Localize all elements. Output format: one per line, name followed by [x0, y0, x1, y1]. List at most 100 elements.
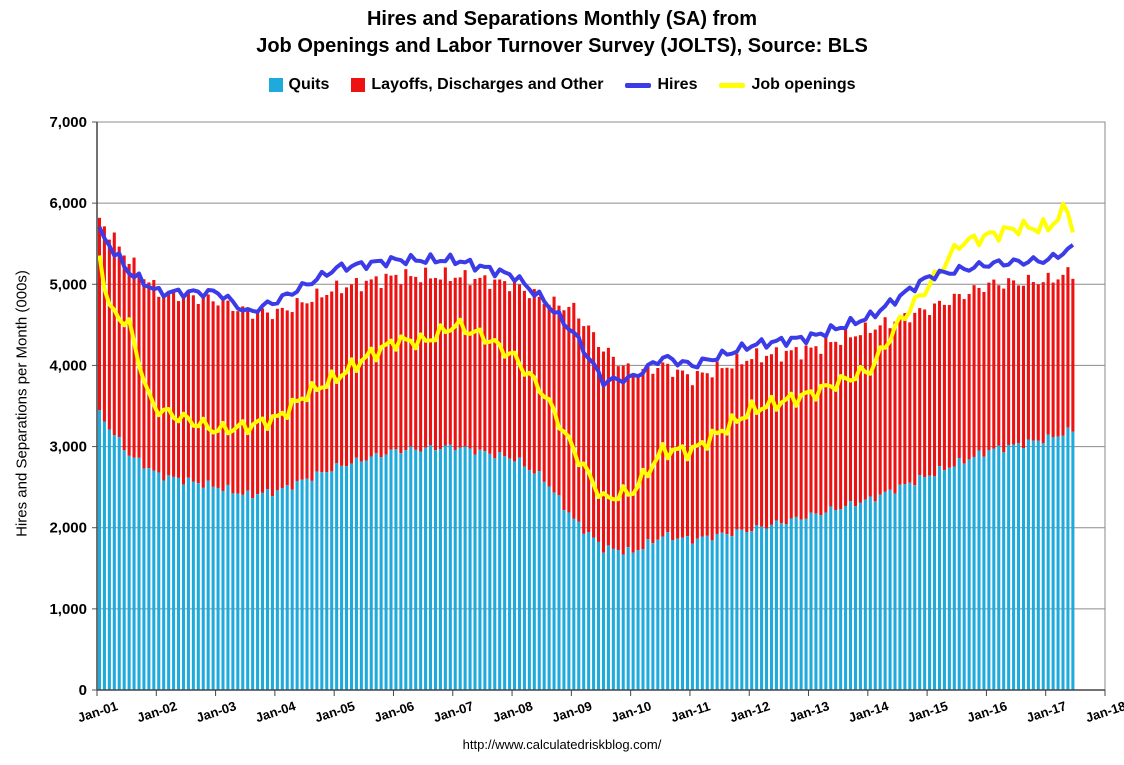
x-tick-label: Jan-15 — [906, 698, 950, 725]
bar-quits — [216, 487, 220, 690]
x-tick-label: Jan-07 — [431, 698, 475, 725]
bar-quits — [809, 512, 813, 690]
bar-quits — [265, 489, 270, 690]
bar-quits — [942, 470, 946, 690]
bar-quits — [987, 450, 991, 690]
bar-layoffs — [1016, 285, 1021, 444]
bar-layoffs — [937, 300, 942, 467]
bar-layoffs — [1002, 288, 1006, 453]
bar-layoffs — [636, 375, 640, 551]
bar-group — [97, 217, 1075, 690]
bar-quits — [448, 444, 452, 690]
legend-label-quits: Quits — [288, 76, 330, 93]
bar-quits — [409, 446, 413, 690]
bar-layoffs — [784, 350, 788, 525]
source-url[interactable]: http://www.calculatedriskblog.com/ — [462, 737, 662, 752]
bar-layoffs — [1036, 284, 1040, 441]
bar-quits — [231, 493, 235, 690]
bar-layoffs — [641, 369, 645, 549]
bar-quits — [191, 481, 195, 690]
bar-quits — [641, 548, 645, 690]
bar-layoffs — [340, 293, 344, 466]
bar-quits — [863, 499, 867, 690]
bar-quits — [122, 450, 126, 690]
bar-quits — [1036, 440, 1040, 690]
bar-layoffs — [344, 287, 349, 467]
bar-quits — [868, 496, 872, 690]
y-tick-label: 6,000 — [49, 195, 87, 212]
bar-quits — [172, 476, 176, 690]
bar-layoffs — [453, 277, 457, 450]
bar-quits — [552, 492, 556, 690]
bar-layoffs — [774, 347, 778, 521]
bar-layoffs — [764, 355, 769, 529]
bar-quits — [735, 529, 739, 690]
bar-layoffs — [359, 291, 363, 462]
bar-quits — [577, 521, 581, 690]
bar-quits — [750, 531, 754, 690]
bar-layoffs — [280, 307, 284, 489]
bar-layoffs — [112, 232, 116, 436]
bar-quits — [167, 475, 171, 690]
bar-quits — [181, 484, 186, 690]
bar-quits — [404, 450, 408, 690]
bar-layoffs — [725, 367, 729, 535]
bar-quits — [646, 539, 650, 690]
legend: Quits Layoffs, Discharges and Other Hire… — [0, 76, 1124, 94]
legend-item-quits: Quits — [268, 76, 330, 94]
bar-layoffs — [592, 332, 596, 538]
bar-quits — [878, 494, 882, 690]
bar-layoffs — [839, 344, 843, 510]
bar-layoffs — [132, 257, 136, 458]
bar-quits — [162, 480, 166, 690]
bar-quits — [661, 536, 665, 690]
bar-quits — [606, 545, 610, 690]
bar-layoffs — [972, 285, 976, 457]
bar-layoffs — [992, 279, 996, 449]
bar-quits — [399, 453, 403, 690]
bar-quits — [784, 524, 788, 690]
bar-layoffs — [695, 370, 699, 539]
bar-quits — [937, 466, 942, 690]
bar-quits — [952, 466, 956, 690]
bar-quits — [478, 449, 482, 690]
bar-quits — [858, 502, 862, 690]
bar-quits — [443, 445, 447, 690]
bar-layoffs — [157, 296, 161, 473]
bar-layoffs — [419, 282, 423, 452]
bar-quits — [814, 513, 818, 690]
x-tick-label: Jan-14 — [847, 698, 892, 725]
y-tick-label: 7,000 — [49, 114, 87, 131]
bar-layoffs — [122, 255, 126, 451]
bar-quits — [572, 518, 576, 690]
legend-item-job-openings: Job openings — [719, 76, 855, 94]
bar-layoffs — [666, 363, 670, 533]
bar-quits — [112, 435, 116, 690]
bar-quits — [804, 518, 808, 690]
bar-layoffs — [483, 275, 487, 452]
bar-quits — [1026, 439, 1030, 690]
bar-layoffs — [705, 373, 709, 536]
bar-quits — [918, 475, 922, 690]
bar-quits — [1046, 434, 1050, 690]
legend-label-layoffs: Layoffs, Discharges and Other — [371, 76, 604, 93]
bar-quits — [932, 476, 937, 690]
bar-quits — [992, 448, 996, 690]
bar-quits — [685, 536, 690, 690]
bar-quits — [542, 481, 546, 690]
bar-layoffs — [508, 291, 512, 459]
bar-quits — [962, 463, 966, 690]
bar-quits — [908, 482, 912, 690]
bar-layoffs — [201, 297, 205, 488]
bar-layoffs — [646, 364, 650, 540]
bar-quits — [1041, 443, 1045, 690]
bar-quits — [374, 453, 378, 690]
bar-quits — [196, 483, 200, 690]
bar-layoffs — [858, 335, 862, 503]
bar-layoffs — [582, 326, 586, 534]
bar-layoffs — [176, 301, 181, 478]
x-tick-label: Jan-05 — [313, 698, 357, 725]
bar-layoffs — [626, 363, 630, 548]
bar-layoffs — [107, 239, 111, 430]
bar-quits — [626, 547, 630, 690]
